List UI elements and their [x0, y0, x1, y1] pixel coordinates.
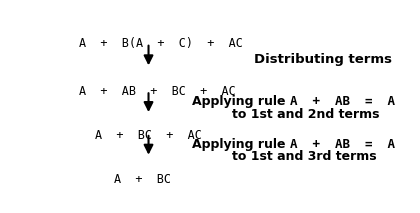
Text: A  +  AB  =  A: A + AB = A — [290, 95, 395, 108]
Text: Applying rule: Applying rule — [192, 95, 290, 108]
Text: Distributing terms: Distributing terms — [255, 53, 392, 66]
Text: A  +  BC: A + BC — [114, 173, 171, 186]
Text: A  +  AB  +  BC  +  AC: A + AB + BC + AC — [79, 85, 235, 98]
Text: A  +  AB  =  A: A + AB = A — [290, 138, 395, 151]
Text: to 1st and 3rd terms: to 1st and 3rd terms — [231, 150, 376, 163]
Text: Applying rule: Applying rule — [192, 138, 290, 151]
Text: to 1st and 2nd terms: to 1st and 2nd terms — [231, 108, 379, 121]
Text: A  +  BC  +  AC: A + BC + AC — [95, 129, 202, 142]
Text: A  +  B(A  +  C)  +  AC: A + B(A + C) + AC — [79, 37, 242, 50]
